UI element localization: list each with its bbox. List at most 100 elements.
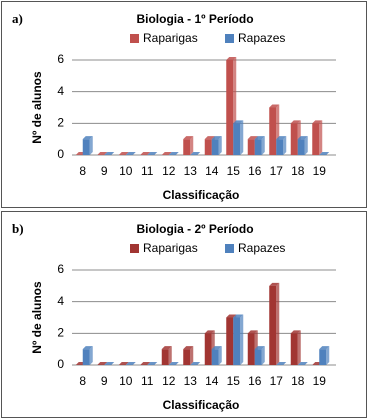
y-axis-title: Nº de alunos (30, 281, 44, 354)
bar (254, 139, 262, 155)
legend-swatch (225, 34, 234, 43)
x-tick-label: 16 (248, 374, 262, 388)
bar-top (140, 152, 151, 155)
bar-top (297, 136, 308, 140)
x-tick-label: 14 (205, 164, 219, 178)
bar-side (304, 136, 308, 155)
legend-swatch (130, 34, 139, 43)
bar (226, 317, 234, 365)
bar (226, 60, 234, 155)
y-tick-label: 6 (57, 52, 64, 66)
x-tick-label: 12 (162, 374, 176, 388)
bar-top (319, 346, 330, 350)
y-tick-label: 0 (57, 147, 64, 161)
bar (82, 349, 90, 365)
y-tick-label: 4 (57, 294, 64, 308)
bar (290, 123, 298, 155)
bar-side (190, 136, 194, 155)
y-axis-title: Nº de alunos (30, 71, 44, 144)
bar-top (82, 136, 93, 140)
bar-top (204, 330, 215, 334)
bar-top (161, 346, 172, 350)
panel-border (1, 1, 367, 208)
legend-swatch (130, 244, 139, 253)
x-tick-label: 16 (248, 164, 262, 178)
bar-side (283, 136, 287, 155)
bar-top (183, 346, 194, 350)
x-tick-label: 15 (227, 164, 241, 178)
bar-top (211, 136, 222, 140)
x-tick-label: 19 (313, 164, 327, 178)
x-tick-label: 10 (119, 374, 133, 388)
bar-side (261, 136, 265, 155)
bar-top (247, 136, 258, 140)
bar-top (297, 362, 308, 365)
bar-top (312, 120, 323, 124)
bar (319, 349, 327, 365)
x-tick-label: 8 (79, 164, 86, 178)
bar (82, 139, 90, 155)
bar-side (319, 120, 323, 155)
bar-top (161, 152, 172, 155)
bar-top (168, 152, 179, 155)
chart-title: Biologia - 2º Período (136, 222, 253, 236)
x-tick-label: 12 (162, 164, 176, 178)
bar-top (204, 136, 215, 140)
x-tick-label: 18 (291, 164, 305, 178)
x-tick-label: 15 (227, 374, 241, 388)
x-tick-label: 8 (79, 374, 86, 388)
bar (254, 349, 262, 365)
bar-top (247, 330, 258, 334)
bar-top (118, 362, 129, 365)
bar (269, 285, 277, 365)
bar-top (226, 57, 237, 60)
bar-top (276, 136, 287, 140)
legend-label: Rapazes (238, 31, 285, 45)
bar-side (89, 136, 93, 155)
bar (269, 107, 277, 155)
bar-top (254, 346, 265, 350)
x-tick-label: 14 (205, 374, 219, 388)
bar-side (326, 346, 330, 365)
bar-top (147, 152, 158, 155)
bar-top (125, 362, 136, 365)
bar-side (240, 314, 244, 365)
bar-top (290, 330, 301, 334)
x-tick-label: 17 (270, 164, 284, 178)
bar-top (147, 362, 158, 365)
panel-label: b) (12, 221, 24, 236)
bar (161, 349, 169, 365)
bar-side (168, 346, 172, 365)
bar (211, 139, 219, 155)
y-tick-label: 6 (57, 262, 64, 276)
bar (183, 349, 191, 365)
bar-side (190, 346, 194, 365)
bar-top (104, 362, 115, 365)
bar-top (140, 362, 151, 365)
bar-top (168, 362, 179, 365)
bar-side (89, 346, 93, 365)
bar (312, 123, 320, 155)
bar-top (190, 152, 201, 155)
bar-side (297, 330, 301, 365)
y-tick-label: 2 (57, 116, 64, 130)
bar-top (226, 314, 237, 318)
bar-top (269, 104, 280, 108)
x-tick-label: 11 (141, 164, 154, 178)
chart-title: Biologia - 1º Período (136, 12, 253, 26)
legend-label: Rapazes (238, 241, 285, 255)
bar-top (233, 120, 244, 124)
legend-label: Raparigas (143, 31, 198, 45)
panel-label: a) (12, 11, 23, 26)
x-tick-label: 10 (119, 164, 133, 178)
bar-top (290, 120, 301, 124)
y-tick-label: 4 (57, 84, 64, 98)
bar (247, 333, 255, 365)
bar-top (125, 152, 136, 155)
bar (276, 139, 284, 155)
bar-top (233, 314, 244, 318)
bar (211, 349, 219, 365)
bar-top (254, 136, 265, 140)
